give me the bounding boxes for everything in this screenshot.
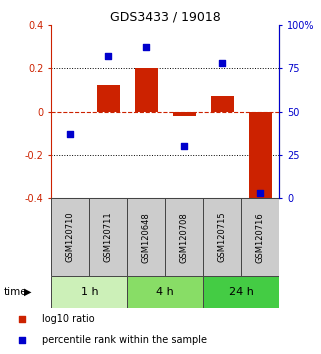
Title: GDS3433 / 19018: GDS3433 / 19018: [110, 11, 221, 24]
Bar: [89, 198, 127, 276]
Point: [106, 53, 111, 59]
Bar: [135, 68, 158, 112]
Point: [220, 60, 225, 66]
Bar: [97, 86, 120, 112]
Point: [258, 190, 263, 196]
Text: GSM120711: GSM120711: [104, 212, 113, 263]
Text: 4 h: 4 h: [156, 287, 174, 297]
Bar: [203, 198, 241, 276]
Bar: [241, 198, 279, 276]
Point: [20, 316, 25, 321]
Text: percentile rank within the sample: percentile rank within the sample: [42, 335, 207, 345]
Text: time: time: [3, 287, 27, 297]
Text: GSM120716: GSM120716: [256, 212, 265, 263]
Bar: [127, 198, 165, 276]
Bar: [51, 276, 127, 308]
Point: [68, 131, 73, 137]
Bar: [165, 198, 203, 276]
Text: 24 h: 24 h: [229, 287, 254, 297]
Bar: [51, 198, 89, 276]
Text: GSM120710: GSM120710: [66, 212, 75, 263]
Text: log10 ratio: log10 ratio: [42, 314, 94, 324]
Text: ▶: ▶: [24, 287, 31, 297]
Text: 1 h: 1 h: [81, 287, 98, 297]
Text: GSM120708: GSM120708: [180, 212, 189, 263]
Text: GSM120715: GSM120715: [218, 212, 227, 263]
Bar: [211, 96, 234, 112]
Point: [20, 337, 25, 343]
Bar: [173, 112, 196, 116]
Text: GSM120648: GSM120648: [142, 212, 151, 263]
Point: [182, 143, 187, 149]
Bar: [249, 112, 272, 202]
Bar: [203, 276, 279, 308]
Point: [144, 45, 149, 50]
Bar: [127, 276, 203, 308]
